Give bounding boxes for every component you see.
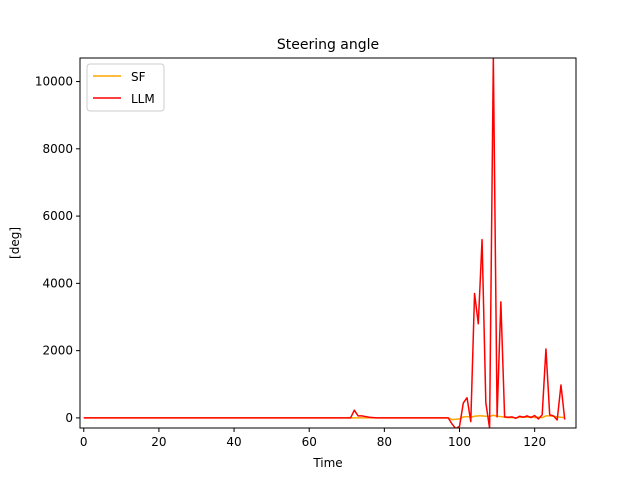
y-tick-label: 6000 [42,209,73,223]
x-tick-label: 0 [80,435,88,449]
x-tick-label: 40 [226,435,241,449]
x-tick-label: 60 [302,435,317,449]
series-line-llm [83,58,566,428]
legend-llm-label: LLM [131,92,155,106]
y-tick-label: 8000 [42,142,73,156]
y-tick-label: 2000 [42,344,73,358]
x-tick-label: 100 [448,435,471,449]
y-tick-label: 10000 [35,75,73,89]
x-axis-label: Time [312,456,342,470]
y-axis-ticks: 0 2000 4000 6000 8000 10000 [35,75,80,425]
x-tick-label: 120 [523,435,546,449]
y-tick-label: 0 [65,411,73,425]
legend-sf-label: SF [131,70,146,84]
plot-area [83,58,566,428]
x-tick-label: 80 [377,435,392,449]
series-layer [83,58,566,428]
legend: SF LLM [86,63,165,112]
y-tick-label: 4000 [42,276,73,290]
chart-title: Steering angle [277,37,379,53]
y-axis-label: [deg] [8,227,22,259]
x-axis-ticks: 0 20 40 60 80 100 120 [80,428,546,449]
axes-frame [79,57,577,429]
x-tick-label: 20 [151,435,166,449]
